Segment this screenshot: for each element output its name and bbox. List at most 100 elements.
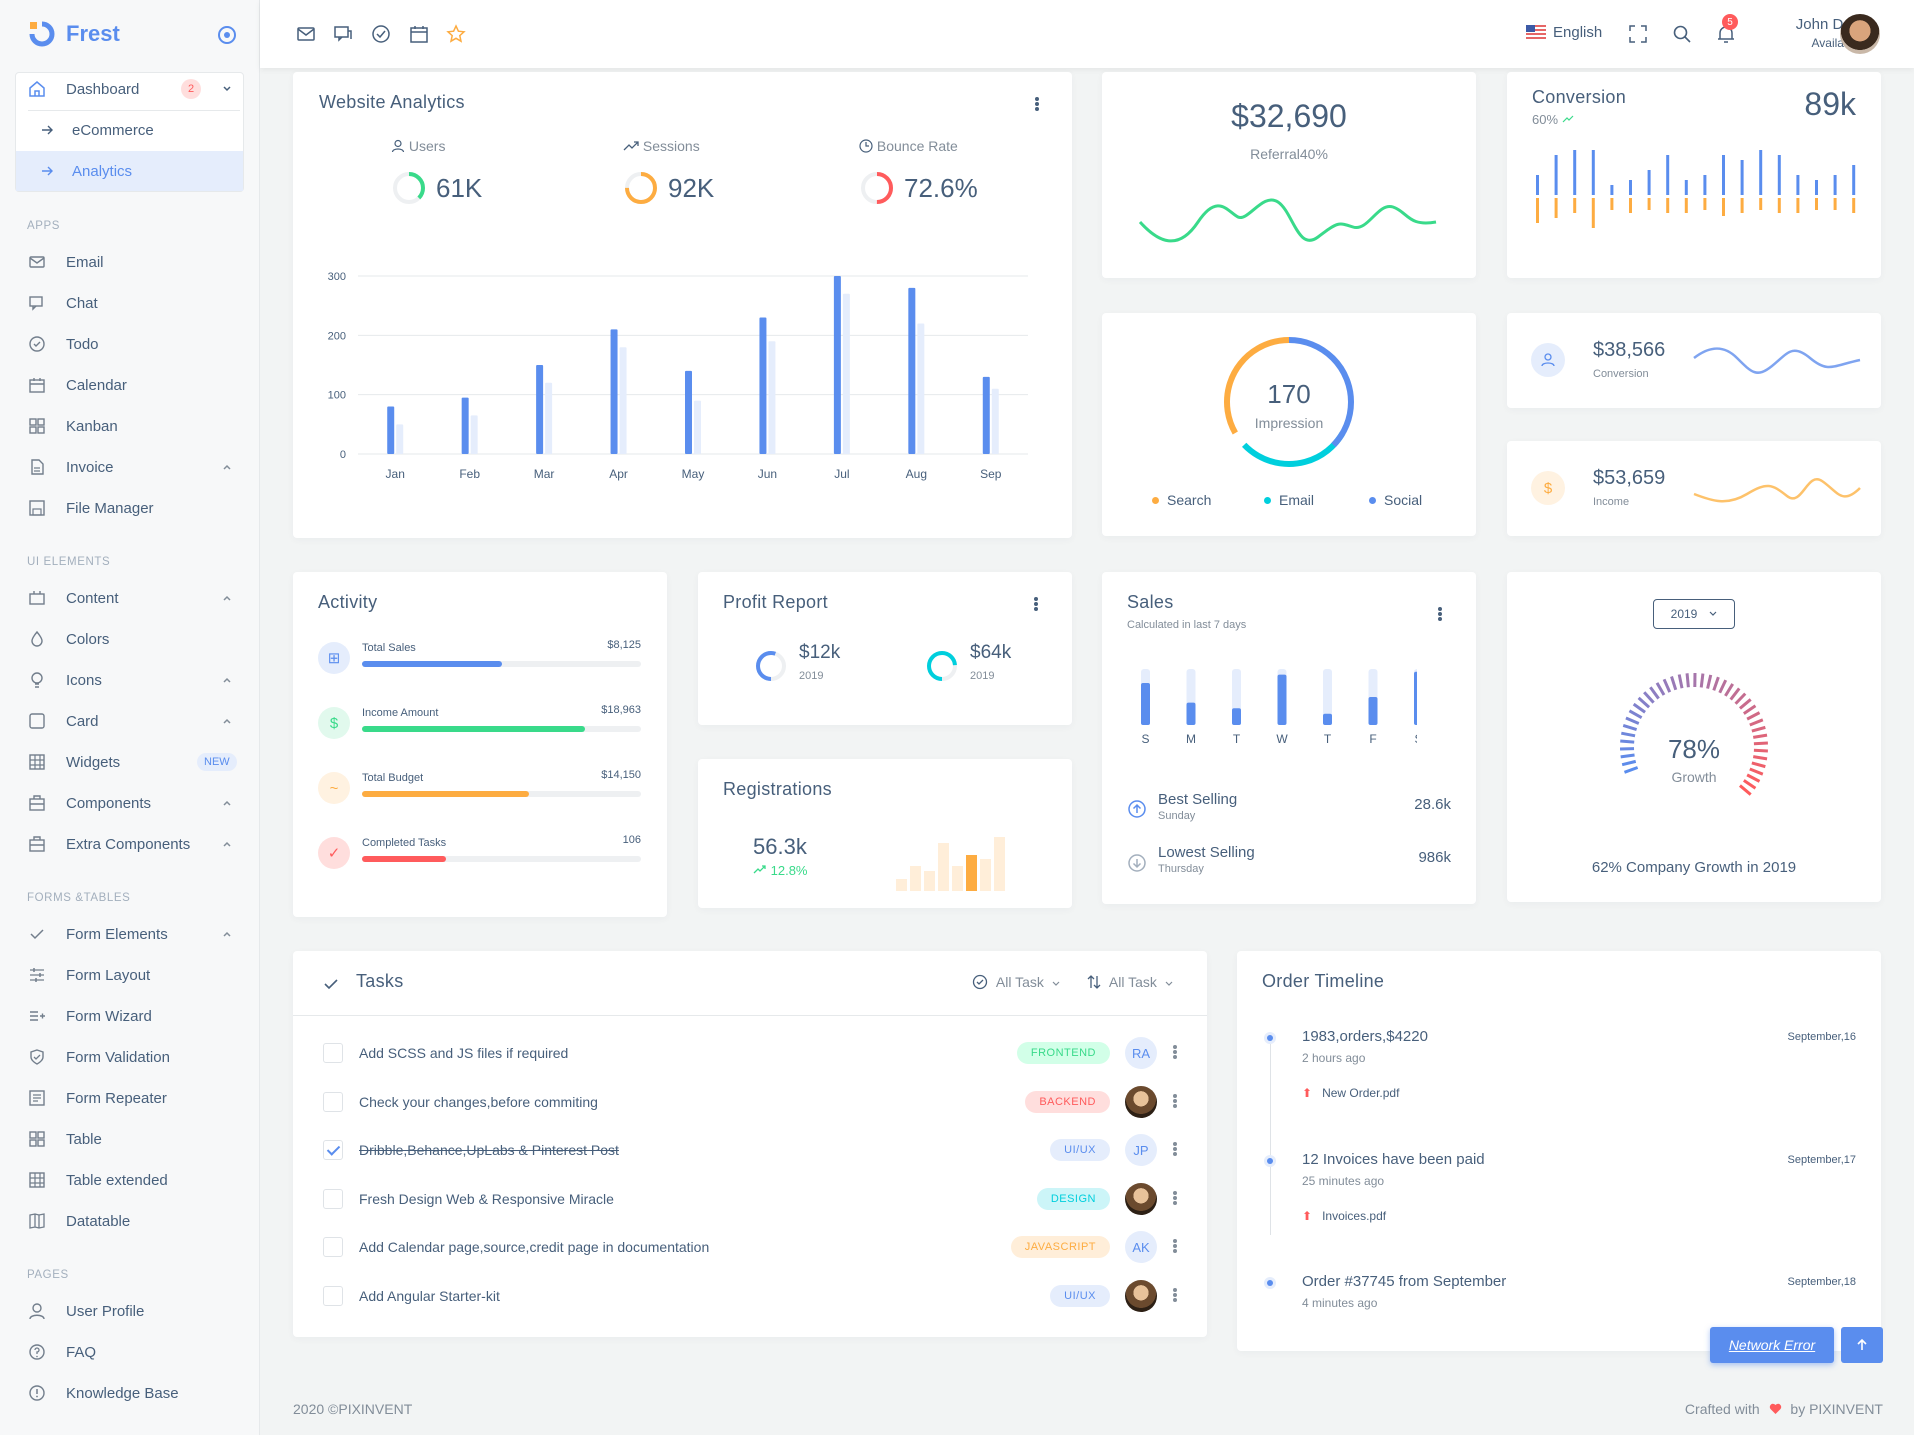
sidebar-item-form-layout[interactable]: Form Layout xyxy=(0,955,260,995)
sidebar-item-faq[interactable]: FAQ xyxy=(0,1332,260,1372)
task-checkbox[interactable] xyxy=(323,1237,343,1257)
more-vertical-icon[interactable] xyxy=(1173,1239,1177,1253)
task-assignee-photo[interactable] xyxy=(1125,1085,1157,1118)
task-assignee-photo[interactable] xyxy=(1125,1279,1157,1312)
gauge-tick xyxy=(1623,766,1639,774)
sidebar-item-kanban[interactable]: Kanban xyxy=(0,406,260,446)
profit-value: $64k xyxy=(970,642,1012,663)
sales-card: Sales Calculated in last 7 days SMTWTFS … xyxy=(1102,572,1476,904)
mail-icon[interactable] xyxy=(296,24,316,44)
chat-icon[interactable] xyxy=(333,24,353,44)
brand[interactable]: Frest xyxy=(28,20,120,48)
more-vertical-icon[interactable] xyxy=(1438,607,1442,621)
more-vertical-icon[interactable] xyxy=(1173,1142,1177,1156)
heart-icon xyxy=(1769,1403,1781,1414)
fullscreen-icon[interactable] xyxy=(1628,24,1648,44)
more-vertical-icon[interactable] xyxy=(1034,597,1038,611)
sidebar-item-components[interactable]: Components xyxy=(0,783,260,823)
chevron-down-icon[interactable] xyxy=(222,84,232,94)
chevron-up-icon[interactable] xyxy=(222,839,232,849)
conversion-bar-up xyxy=(1591,150,1595,195)
sidebar-item-form-elements[interactable]: Form Elements xyxy=(0,914,260,954)
sidebar-item-chat[interactable]: Chat xyxy=(0,283,260,323)
task-filter-sort[interactable]: All Task xyxy=(1087,974,1173,990)
user-avatar[interactable] xyxy=(1840,14,1880,54)
year-select[interactable]: 2019 xyxy=(1653,599,1735,629)
search-icon[interactable] xyxy=(1672,24,1692,44)
sidebar-item-table[interactable]: Table xyxy=(0,1119,260,1159)
more-vertical-icon[interactable] xyxy=(1173,1190,1177,1205)
task-assignee-avatar[interactable]: JP xyxy=(1125,1134,1157,1166)
card-title: Sales xyxy=(1127,592,1174,612)
gauge-tick xyxy=(1752,733,1768,739)
chevron-up-icon[interactable] xyxy=(222,716,232,726)
chevron-up-icon[interactable] xyxy=(222,675,232,685)
legend-label: Search xyxy=(1167,492,1212,508)
task-checkbox[interactable] xyxy=(323,1043,343,1063)
language-selector[interactable]: English xyxy=(1553,24,1603,41)
sidebar-item-card[interactable]: Card xyxy=(0,701,260,741)
task-text: Add Calendar page,source,credit page in … xyxy=(359,1239,710,1255)
sidebar-item-form-wizard[interactable]: Form Wizard xyxy=(0,996,260,1036)
sidebar-item-content[interactable]: Content xyxy=(0,578,260,618)
more-vertical-icon[interactable] xyxy=(1173,1287,1177,1302)
sidebar-item-user-profile[interactable]: User Profile xyxy=(0,1291,260,1331)
chevron-up-icon[interactable] xyxy=(222,593,232,603)
section-title-apps: APPS xyxy=(27,220,61,232)
sidebar-item-file-manager[interactable]: File Manager xyxy=(0,488,260,528)
sidebar-item-label: Table xyxy=(66,1130,102,1148)
network-error-button[interactable]: Network Error xyxy=(1710,1327,1834,1363)
chevron-up-icon[interactable] xyxy=(222,929,232,939)
registrations-value: 56.3k xyxy=(753,834,807,859)
sidebar-toggle-icon[interactable] xyxy=(218,26,236,44)
sidebar-item-datatable[interactable]: Datatable xyxy=(0,1201,260,1241)
timeline-file-name: Invoices.pdf xyxy=(1322,1208,1387,1223)
task-assignee-avatar[interactable]: RA xyxy=(1125,1037,1157,1069)
chevron-up-icon[interactable] xyxy=(222,798,232,808)
task-checkbox[interactable] xyxy=(323,1285,343,1306)
task-checkbox[interactable] xyxy=(323,1188,343,1209)
registrations-bars xyxy=(896,837,1005,891)
brand-name: Frest xyxy=(66,21,120,46)
calendar-icon[interactable] xyxy=(409,24,429,44)
task-filter-status[interactable]: All Task xyxy=(972,974,1060,990)
task-assignee-photo[interactable] xyxy=(1125,1182,1157,1215)
check-circle-icon[interactable] xyxy=(371,24,391,44)
best-selling-label: Best Selling xyxy=(1158,791,1238,808)
activity-value: 106 xyxy=(622,834,641,846)
sidebar-item-icons[interactable]: Icons xyxy=(0,660,260,700)
more-vertical-icon[interactable] xyxy=(1173,1093,1177,1108)
sidebar-item-label: Extra Components xyxy=(66,835,191,853)
task-checkbox[interactable] xyxy=(323,1140,343,1160)
star-icon[interactable] xyxy=(446,24,466,44)
sidebar-item-form-repeater[interactable]: Form Repeater xyxy=(0,1078,260,1118)
sidebar-item-form-validation[interactable]: Form Validation xyxy=(0,1037,260,1077)
sidebar-item-ecommerce[interactable]: eCommerce xyxy=(16,110,243,150)
task-checkbox[interactable] xyxy=(323,1091,343,1112)
sessions-stat-label: Sessions xyxy=(623,138,700,154)
sidebar-item-colors[interactable]: Colors xyxy=(0,619,260,659)
timeline-file[interactable]: ⬆ Invoices.pdf xyxy=(1302,1209,1386,1223)
sidebar-item-calendar[interactable]: Calendar xyxy=(0,365,260,405)
dashboard-badge: 2 xyxy=(181,79,201,99)
more-vertical-icon[interactable] xyxy=(1173,1045,1177,1059)
sidebar-item-dashboard[interactable]: Dashboard 2 xyxy=(0,69,260,109)
chevron-up-icon[interactable] xyxy=(222,462,232,472)
sidebar-item-knowledge-base[interactable]: Knowledge Base xyxy=(0,1373,260,1413)
sidebar-item-todo[interactable]: Todo xyxy=(0,324,260,364)
more-vertical-icon[interactable] xyxy=(1035,97,1039,111)
sidebar-item-email[interactable]: Email xyxy=(0,242,260,282)
sidebar-item-table-extended[interactable]: Table extended xyxy=(0,1160,260,1200)
sidebar-item-invoice[interactable]: Invoice xyxy=(0,447,260,487)
sidebar-item-extra-components[interactable]: Extra Components xyxy=(0,824,260,864)
task-assignee-avatar[interactable]: AK xyxy=(1125,1231,1157,1263)
sidebar-item-analytics[interactable]: Analytics xyxy=(16,151,243,191)
trending-up-icon xyxy=(753,865,766,874)
scroll-top-button[interactable] xyxy=(1841,1327,1883,1363)
sales-bar xyxy=(1277,674,1287,725)
gauge-tick xyxy=(1746,773,1761,783)
gauge-tick xyxy=(1706,674,1713,689)
sidebar-item-widgets[interactable]: Widgets NEW xyxy=(0,742,260,782)
conversion-bar-up xyxy=(1740,160,1744,195)
timeline-file[interactable]: ⬆ New Order.pdf xyxy=(1302,1086,1399,1100)
